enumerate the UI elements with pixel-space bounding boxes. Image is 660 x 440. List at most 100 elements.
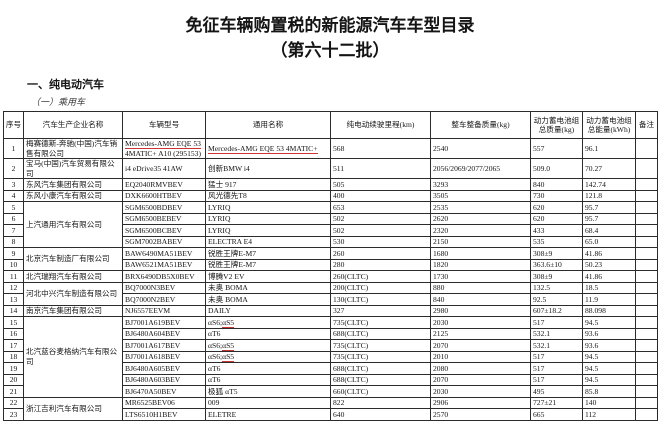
cell-common-name: ELECTRA E4	[205, 235, 331, 249]
cell-common-name: LYRIQ	[205, 224, 331, 237]
cell-vehicle-model: BAW6490MA51BEV	[122, 247, 206, 260]
cell-common-name: αT6	[205, 327, 331, 341]
cell-vehicle-model: BQ7000N3BEV	[122, 281, 206, 295]
cell-note	[635, 339, 658, 352]
cell-note	[635, 293, 658, 306]
cell-battery-energy: 140	[582, 396, 636, 410]
spellcheck-underline: αS5	[222, 340, 235, 351]
cell-common-name: αS6;αS5	[205, 316, 331, 329]
cell-note	[635, 396, 658, 410]
spellcheck-underline: Mercedes-AMG EQE 53 4MATIC+ A10 (295153)	[125, 139, 201, 158]
cell-battery-mass: 308±9	[530, 247, 583, 260]
cell-battery-energy: 121.8	[582, 189, 636, 203]
cell-curb-weight: 3293	[430, 178, 531, 191]
cell-curb-weight: 1730	[430, 270, 531, 283]
cell-electric-range: 688(CLTC)	[330, 362, 431, 375]
cell-electric-range: 260(CLTC)	[330, 270, 431, 283]
cell-common-name: αT6	[205, 373, 331, 387]
cell-row-number: 12	[3, 281, 24, 295]
cell-battery-energy: 50.23	[582, 258, 636, 272]
cell-note	[635, 316, 658, 329]
table-row: 4 东风小康汽车有限公司 DXK6600HTBEV 风光德先T8 400 3505 730 1…	[3, 189, 658, 203]
cell-common-name: ELETRE	[205, 408, 331, 421]
cell-common-name: 猛士 917	[205, 178, 331, 191]
cell-row-number: 1	[3, 138, 24, 160]
table-row: 21 BJ6470A50BEV 极狐 αT5 660(CLTC) 2030 495 85.8	[3, 385, 658, 398]
cell-row-number: 14	[3, 304, 24, 318]
cell-note	[635, 158, 658, 180]
cell-row-number: 10	[3, 258, 24, 272]
cell-note	[635, 212, 658, 226]
cell-note	[635, 373, 658, 387]
cell-battery-energy: 93.6	[582, 327, 636, 341]
cell-curb-weight: 2125	[430, 327, 531, 341]
cell-common-name: 极狐 αT5	[205, 385, 331, 398]
document-page: 免征车辆购置税的新能源汽车车型目录 （第六十二批） 一、纯电动汽车 （一）乘用车…	[0, 13, 660, 440]
spellcheck-underline: αS5	[222, 317, 235, 328]
cell-note	[635, 138, 658, 160]
cell-battery-mass: 517	[530, 373, 583, 387]
cell-battery-energy: 94.5	[582, 362, 636, 375]
table-row: 7 SGM6500BCBEV LYRIQ 502 2320 433 68.4	[3, 224, 658, 237]
cell-battery-energy: 65.0	[582, 235, 636, 249]
cell-note	[635, 304, 658, 318]
cell-common-name: 锐胜王牌E-M7	[205, 258, 331, 272]
table-row: 23 LTS6510H1BEV ELETRE 640 2570 665 112	[3, 408, 658, 421]
cell-battery-mass: 363.6±10	[530, 258, 583, 272]
cell-electric-range: 660(CLTC)	[330, 385, 431, 398]
cell-electric-range: 130(CLTC)	[330, 293, 431, 306]
cell-row-number: 4	[3, 189, 24, 203]
cell-row-number: 9	[3, 247, 24, 260]
cell-battery-mass: 517	[530, 350, 583, 364]
cell-curb-weight: 2570	[430, 408, 531, 421]
cell-row-number: 5	[3, 201, 24, 214]
cell-battery-energy: 94.5	[582, 316, 636, 329]
cell-battery-energy: 93.6	[582, 339, 636, 352]
cell-note	[635, 224, 658, 237]
cell-curb-weight: 2535	[430, 201, 531, 214]
cell-common-name: αT6	[205, 362, 331, 375]
column-header: 动力蓄电池组总能量(kWh)	[582, 111, 636, 140]
column-header: 序号	[3, 111, 24, 140]
cell-electric-range: 688(CLTC)	[330, 327, 431, 341]
cell-battery-mass: 620	[530, 201, 583, 214]
cell-manufacturer: 宝马(中国)汽车贸易有限公司	[23, 158, 123, 180]
cell-battery-energy: 18.5	[582, 281, 636, 295]
cell-battery-mass: 132.5	[530, 281, 583, 295]
cell-vehicle-model: BQ7000N2BEV	[122, 293, 206, 306]
cell-battery-mass: 532.1	[530, 327, 583, 341]
cell-battery-energy: 70.27	[582, 158, 636, 180]
column-header: 纯电动续驶里程(km)	[330, 111, 431, 140]
spellcheck-underline: Mercedes-AMG EQE 53 4MATIC+	[208, 143, 318, 154]
cell-vehicle-model: BJ7001A618BEV	[122, 350, 206, 364]
table-row: 22 浙江吉利汽车有限公司 MR6525BEV06 009 822 2906 727±21 1…	[3, 396, 658, 421]
cell-electric-range: 400	[330, 189, 431, 203]
cell-row-number: 22	[3, 396, 24, 410]
cell-common-name: 锐胜王牌E-M7	[205, 247, 331, 260]
cell-common-name: LYRIQ	[205, 201, 331, 214]
cell-common-name: DAILY	[205, 304, 331, 318]
cell-electric-range: 653	[330, 201, 431, 214]
cell-manufacturer: 南京汽车集团有限公司	[23, 304, 123, 318]
cell-row-number: 2	[3, 158, 24, 180]
cell-curb-weight: 3505	[430, 189, 531, 203]
cell-row-number: 20	[3, 373, 24, 387]
cell-battery-energy: 95.7	[582, 212, 636, 226]
cell-electric-range: 822	[330, 396, 431, 410]
cell-common-name: 未奥 BOMA	[205, 281, 331, 295]
column-header: 备注	[635, 111, 658, 140]
cell-curb-weight: 880	[430, 281, 531, 295]
table-row: 3 东风汽车集团有限公司 EQ2040RMVBEV 猛士 917 505 3293 840 1…	[3, 178, 658, 191]
cell-vehicle-model: DXK6600HTBEV	[122, 189, 206, 203]
cell-electric-range: 568	[330, 138, 431, 160]
cell-manufacturer: 上汽通用汽车有限公司	[23, 201, 123, 249]
cell-note	[635, 327, 658, 341]
column-header: 动力蓄电池组总质量(kg)	[530, 111, 583, 140]
cell-manufacturer: 浙江吉利汽车有限公司	[23, 396, 123, 421]
cell-note	[635, 281, 658, 295]
cell-battery-mass: 607±18.2	[530, 304, 583, 318]
cell-vehicle-model: BAW6521MA51BEV	[122, 258, 206, 272]
cell-vehicle-model: BRX6490DB5X0BEV	[122, 270, 206, 283]
cell-curb-weight: 2056/2069/2077/2065	[430, 158, 531, 180]
cell-vehicle-model: BJ6470A50BEV	[122, 385, 206, 398]
